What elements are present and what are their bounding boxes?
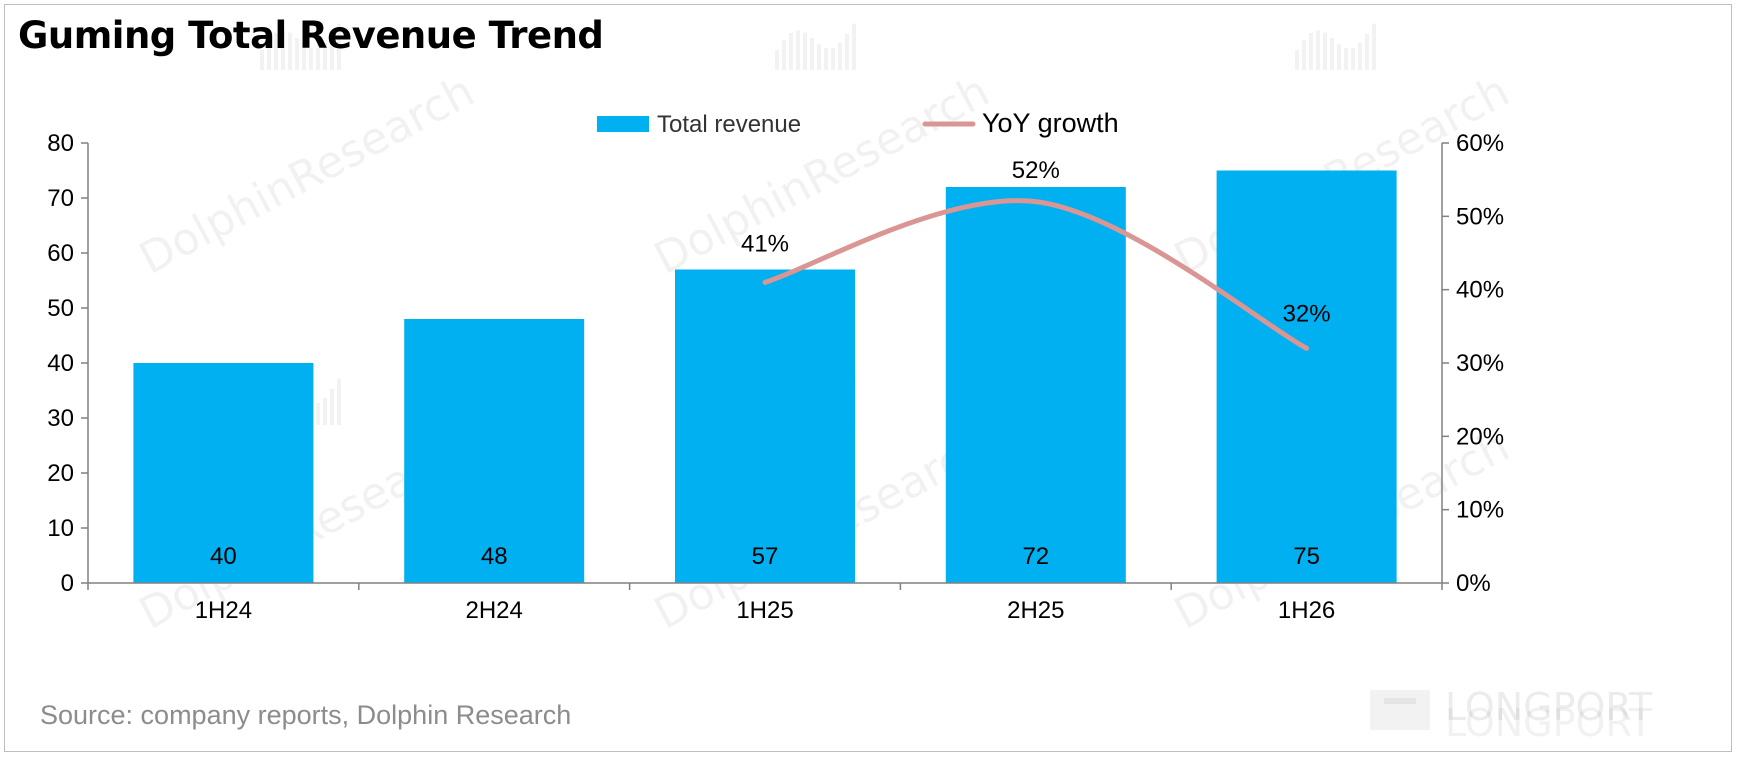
- watermark-text: DolphinResearch: [131, 66, 482, 285]
- y2-tick-label: 10%: [1456, 497, 1504, 524]
- watermark-mark: [316, 402, 320, 425]
- watermark-mark: [309, 48, 313, 70]
- legend-label-line: YoY growth: [982, 108, 1119, 138]
- y-tick-label: 20: [47, 460, 74, 487]
- growth-value-label: 52%: [1012, 157, 1060, 184]
- source-note: Source: company reports, Dolphin Researc…: [40, 700, 572, 730]
- line-series: [762, 198, 1310, 351]
- y2-tick-label: 30%: [1456, 350, 1504, 377]
- x-tick-label: 2H24: [466, 597, 523, 624]
- watermark-mark: [803, 32, 807, 70]
- growth-value-label: 32%: [1283, 300, 1331, 327]
- bar-2H24: [404, 319, 585, 583]
- y2-tick-label: 0%: [1456, 570, 1491, 597]
- legend: Total revenue YoY growth: [597, 108, 1119, 138]
- bar-value-label: 57: [752, 543, 779, 570]
- axes: 0 10 20 30 40 50 60 70 80 0% 10% 20% 30% 40% 50% 60% 1H2…: [47, 130, 1504, 624]
- watermark-mark: [337, 23, 341, 70]
- watermark-mark: [1372, 23, 1376, 70]
- watermark-mark: [1295, 50, 1299, 70]
- watermark-mark: [782, 40, 786, 70]
- watermark-mark: [1302, 40, 1306, 70]
- legend-label-bar: Total revenue: [657, 111, 801, 138]
- bar-value-label: 40: [210, 543, 237, 570]
- svg-text:LONGPORT: LONGPORT: [1445, 701, 1653, 740]
- data-labels: 40 48 57 72 75 41% 52% 32%: [210, 157, 1331, 570]
- longport-logo: LONGPORT LONGPORT: [1370, 685, 1653, 740]
- watermark-mark: [1309, 32, 1313, 70]
- bar-series: [133, 170, 1397, 583]
- watermark-mark: [775, 50, 779, 70]
- bar-1H26: [1216, 170, 1397, 583]
- watermark-mark: [323, 397, 327, 425]
- y-tick-label: 70: [47, 185, 74, 212]
- watermark-mark: [852, 23, 856, 70]
- y-tick-label: 30: [47, 405, 74, 432]
- y-tick-label: 10: [47, 515, 74, 542]
- x-tick-label: 2H25: [1007, 597, 1064, 624]
- yoy-growth-line: [762, 198, 1310, 351]
- growth-value-label: 41%: [741, 231, 789, 258]
- watermark-mark: [330, 388, 334, 425]
- y-tick-label: 80: [47, 130, 74, 157]
- watermark-mark: [838, 42, 842, 70]
- watermark-mark: [1344, 48, 1348, 70]
- watermark-mark: [796, 30, 800, 70]
- y-tick-label: 0: [61, 570, 74, 597]
- watermark-mark: [831, 47, 835, 70]
- watermark-mark: [288, 32, 292, 70]
- watermark-mark: [817, 44, 821, 70]
- watermark-mark: [274, 32, 278, 70]
- y2-tick-label: 60%: [1456, 130, 1504, 157]
- x-tick-label: 1H24: [195, 597, 252, 624]
- bar-value-label: 75: [1293, 543, 1320, 570]
- watermark-mark: [260, 50, 264, 70]
- bar-value-label: 72: [1022, 543, 1049, 570]
- y2-tick-label: 40%: [1456, 277, 1504, 304]
- y2-tick-label: 20%: [1456, 423, 1504, 450]
- watermark-mark: [824, 48, 828, 70]
- bar-1H25: [675, 269, 855, 583]
- legend-swatch-bar: [597, 116, 649, 132]
- watermark-mark: [1365, 33, 1369, 70]
- y2-tick-label: 50%: [1456, 203, 1504, 230]
- watermark-mark: [330, 33, 334, 70]
- watermark-mark: [316, 47, 320, 70]
- watermark-mark: [1358, 42, 1362, 70]
- svg-text:LONGPORT: LONGPORT: [1445, 685, 1653, 729]
- y-tick-label: 50: [47, 295, 74, 322]
- watermark-mark: [337, 378, 341, 425]
- x-tick-label: 1H26: [1278, 597, 1335, 624]
- y-tick-label: 60: [47, 240, 74, 267]
- y-tick-label: 40: [47, 350, 74, 377]
- watermark-mark: [267, 40, 271, 70]
- x-tick-label: 1H25: [736, 597, 793, 624]
- watermark-mark: [1351, 47, 1355, 70]
- watermark-mark: [1330, 38, 1334, 70]
- watermark-mark: [281, 30, 285, 70]
- bar-1H24: [133, 363, 314, 583]
- bar-value-label: 48: [481, 543, 508, 570]
- watermark-mark: [1323, 32, 1327, 70]
- watermark-mark: [295, 38, 299, 70]
- watermark-mark: [789, 32, 793, 70]
- watermark-mark: [845, 33, 849, 70]
- watermark-text: DolphinResearch: [646, 66, 997, 285]
- bar-2H25: [945, 187, 1126, 583]
- watermark-mark: [810, 38, 814, 70]
- watermark-mark: [323, 42, 327, 70]
- watermark-mark: [302, 44, 306, 70]
- watermark-mark: [1337, 44, 1341, 70]
- watermark-mark: [1316, 30, 1320, 70]
- chart-title: Guming Total Revenue Trend: [18, 14, 604, 57]
